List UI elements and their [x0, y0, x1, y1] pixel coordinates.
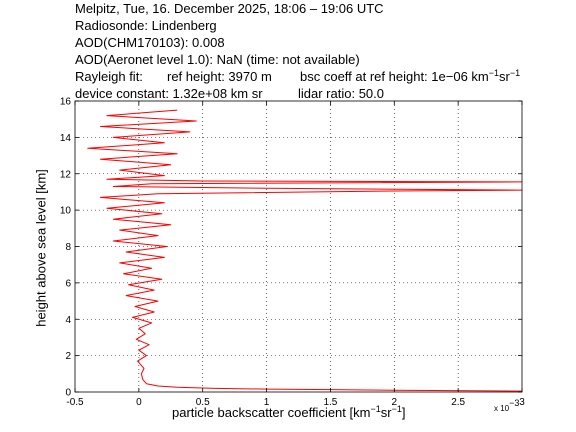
- device-constant-text: device constant: 1.32e+08 km sr: [75, 86, 263, 101]
- radiosonde-line: Radiosonde: Lindenberg: [75, 18, 217, 33]
- x-scale-exponent: −3: [509, 398, 520, 408]
- y-tick-label: 14: [60, 133, 72, 144]
- x-tick-label: 0.5: [196, 397, 210, 408]
- y-tick-label: 2: [65, 351, 71, 362]
- x-tick-label: 2.5: [451, 397, 465, 408]
- x-scale-multiplier-text: x 10: [494, 404, 510, 413]
- lidar-ratio-text: lidar ratio: 50.0: [298, 86, 384, 101]
- bsc-km-exponent: −1: [488, 68, 500, 78]
- y-axis-label: height above sea level [km]: [33, 169, 49, 327]
- x-tick-label: 1.5: [323, 397, 337, 408]
- y-tick-label: 4: [65, 315, 71, 326]
- rayleigh-fit-label: Rayleigh fit:: [75, 69, 143, 84]
- x-axis-label: particle backscatter coefficient [km−1sr…: [172, 404, 406, 421]
- x-tick-label: 0: [136, 397, 142, 408]
- y-tick-label: 6: [65, 278, 71, 289]
- x-scale-multiplier: x 10−3: [494, 399, 519, 414]
- x-tick-label: 1: [264, 397, 270, 408]
- y-tick-label: 8: [65, 242, 71, 253]
- x-tick-label: 3: [519, 397, 525, 408]
- x-tick-label: 2: [392, 397, 398, 408]
- grid-layer: [75, 101, 522, 392]
- x-axis-label-text: particle backscatter coefficient [km: [172, 405, 371, 420]
- title-line: Melpitz, Tue, 16. December 2025, 18:06 –…: [75, 1, 384, 16]
- aod-aeronet-line: AOD(Aeronet level 1.0): NaN (time: not a…: [75, 52, 360, 67]
- bsc-coeff-value: bsc coeff at ref height: 1e−06 km: [300, 69, 489, 84]
- data-layer: [87, 109, 523, 392]
- aod-chm-line: AOD(CHM170103): 0.008: [75, 35, 225, 50]
- x-axis-label-close: ]: [401, 405, 406, 420]
- ref-height-text: ref height: 3970 m: [167, 69, 272, 84]
- bsc-coeff-text: bsc coeff at ref height: 1e−06 km−1sr−1: [300, 68, 521, 85]
- y-tick-label: 10: [60, 206, 72, 217]
- x-sr-exponent: −1: [391, 404, 402, 414]
- y-tick-label: 12: [60, 169, 72, 180]
- bsc-sr-exponent: −1: [509, 68, 521, 78]
- y-tick-label: 0: [65, 388, 71, 399]
- x-km-exponent: −1: [370, 404, 381, 414]
- y-tick-label: 16: [60, 97, 72, 108]
- chart-header: Melpitz, Tue, 16. December 2025, 18:06 –…: [75, 0, 570, 102]
- x-tick-label: -0.5: [66, 397, 84, 408]
- profile-line-0: [87, 109, 523, 392]
